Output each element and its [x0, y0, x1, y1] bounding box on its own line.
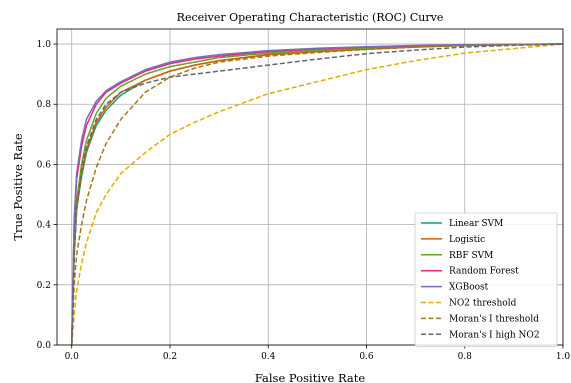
- y-tick-label: 0.6: [37, 160, 52, 170]
- y-axis-label: True Positive Rate: [11, 133, 25, 240]
- legend-box: [414, 212, 558, 347]
- legend-label: Moran's I threshold: [449, 314, 539, 324]
- legend-label: Random Forest: [449, 267, 519, 277]
- x-tick-label: 0.2: [163, 352, 177, 362]
- y-tick-label: 1.0: [37, 40, 52, 50]
- series-line: [70, 43, 564, 346]
- series-line: [70, 43, 564, 346]
- y-tick-label: 0.4: [37, 221, 52, 231]
- legend-label: NO2 threshold: [449, 299, 517, 309]
- x-tick-label: 1.0: [556, 352, 571, 362]
- series-line: [70, 43, 564, 346]
- x-tick-label: 0.0: [65, 352, 80, 362]
- x-axis-label: False Positive Rate: [255, 371, 366, 383]
- y-tick-label: 0.2: [37, 281, 51, 291]
- y-tick-label: 0.8: [37, 100, 52, 110]
- legend: Linear SVM Logistic RBF SVM Random Forest XG…: [414, 212, 558, 347]
- x-tick-label: 0.8: [458, 352, 473, 362]
- chart-title: Receiver Operating Characteristic (ROC) …: [177, 11, 444, 24]
- plot-series: [70, 43, 564, 346]
- legend-label: Logistic: [449, 235, 485, 245]
- legend-label: Moran's I high NO2: [449, 330, 540, 340]
- grid: [57, 29, 564, 346]
- y-tick-label: 0.0: [37, 341, 52, 351]
- legend-label: XGBoost: [449, 283, 489, 293]
- plot-frame: [56, 28, 564, 346]
- y-axis-ticks: 0.0 0.2 0.4 0.6 0.8 1.0: [37, 40, 57, 351]
- legend-label: RBF SVM: [449, 251, 493, 261]
- x-tick-label: 0.6: [359, 352, 374, 362]
- legend-label: Linear SVM: [449, 219, 503, 229]
- x-tick-label: 0.4: [261, 352, 276, 362]
- series-line: [70, 43, 564, 346]
